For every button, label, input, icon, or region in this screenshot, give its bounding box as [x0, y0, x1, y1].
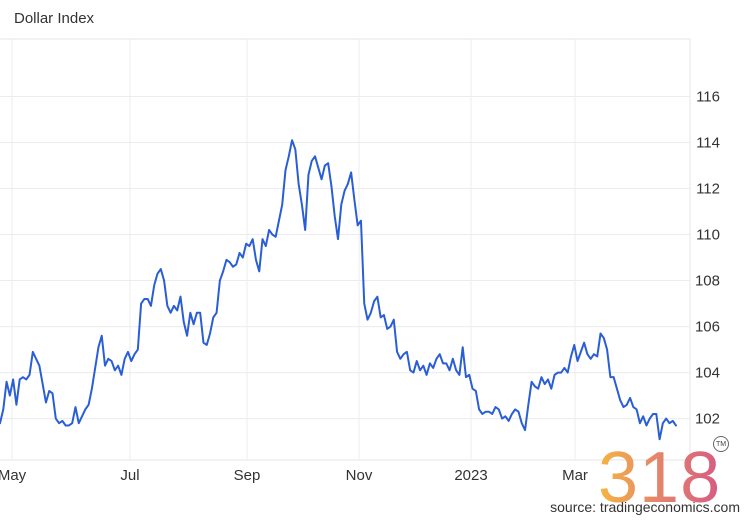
- x-tick-label: Sep: [234, 467, 261, 484]
- y-tick-label: 114: [696, 135, 720, 152]
- x-tick-label: Jul: [120, 467, 139, 484]
- x-tick-label: 2023: [454, 467, 487, 484]
- y-tick-label: 106: [695, 319, 720, 336]
- series-line: [0, 139, 677, 441]
- chart-title: Dollar Index: [14, 10, 95, 27]
- trademark-badge: TM: [713, 436, 729, 452]
- watermark-text: 318: [598, 438, 721, 516]
- source-text: source: tradingeconomics.com: [550, 499, 740, 515]
- y-tick-label: 108: [695, 273, 720, 290]
- y-tick-label: 112: [696, 181, 720, 198]
- watermark-logo: 318: [596, 432, 746, 518]
- y-tick-label: 110: [696, 227, 720, 244]
- x-tick-label: Nov: [346, 467, 373, 484]
- y-tick-label: 102: [695, 411, 720, 428]
- x-tick-label: May: [0, 467, 27, 484]
- x-tick-label: Mar: [562, 467, 588, 484]
- y-tick-label: 104: [695, 365, 720, 382]
- y-tick-label: 116: [696, 89, 720, 106]
